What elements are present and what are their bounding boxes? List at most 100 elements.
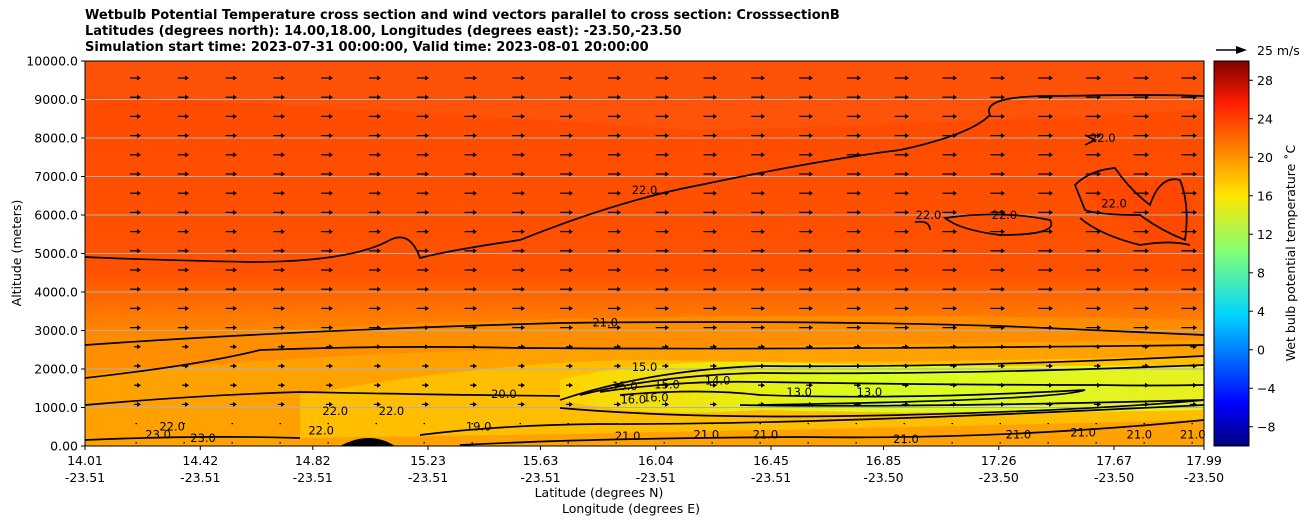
wind-vector-arrow-icon [758, 382, 765, 388]
wind-vector-arrow-icon [464, 152, 477, 158]
wind-vector-arrow-icon [758, 344, 765, 350]
wind-vector-arrow-icon [1085, 325, 1101, 331]
wind-vector-arrow-icon [225, 152, 237, 158]
wind-vector-arrow-icon [1181, 75, 1197, 81]
wind-vector-arrow-icon [854, 382, 861, 388]
wind-vector-arrow-icon [607, 75, 621, 81]
wind-vector-arrow-icon [1133, 286, 1149, 292]
wind-vector-arrow-icon [278, 344, 285, 350]
wind-vector-arrow-icon [854, 344, 861, 350]
wind-vector-arrow-icon [464, 305, 477, 311]
contour-label: 22.0 [916, 208, 942, 222]
x-tick-label-lat: 14.42 [182, 453, 218, 468]
wind-vector-arrow-icon [990, 190, 1005, 196]
wind-vector-arrow-icon [751, 133, 765, 139]
wind-vector-arrow-icon [806, 401, 813, 407]
wind-vector-arrow-icon [1046, 363, 1053, 369]
wind-vector-arrow-icon [560, 229, 573, 235]
wind-vector-arrow-icon [1038, 75, 1053, 81]
wind-vector-arrow-icon [130, 305, 141, 311]
wind-vector-arrow-icon [1133, 152, 1149, 158]
wind-vector-arrow-icon [1181, 113, 1197, 119]
wind-vector-arrow-icon [1181, 286, 1197, 292]
wind-vector-arrow-icon [942, 209, 957, 215]
wind-vector-arrow-icon [607, 190, 621, 196]
wind-vector-arrow-icon [1085, 305, 1101, 311]
wind-vector-arrow-icon [1133, 325, 1149, 331]
contour-label: 21.0 [615, 429, 641, 443]
x-tick-label-lon: -23.51 [65, 470, 105, 485]
contour-label: 21.0 [592, 316, 618, 330]
wind-vector-arrow-icon [182, 344, 189, 350]
chart-title-line-1: Wetbulb Potential Temperature cross sect… [85, 8, 840, 23]
wind-vector-arrow-icon [614, 401, 621, 407]
wind-vector-arrow-icon [806, 382, 813, 388]
contour-label: 21.0 [694, 427, 720, 441]
arrow-icon [1236, 46, 1247, 54]
wind-vector-arrow-icon [614, 363, 621, 369]
wind-vector-arrow-icon [655, 171, 669, 177]
contour-label: 21.0 [1070, 425, 1096, 439]
wind-vector-arrow-icon [655, 286, 669, 292]
wind-vector-arrow-icon [368, 152, 381, 158]
wind-vector-arrow-icon [130, 209, 141, 215]
wind-vector-arrow-icon [368, 190, 381, 196]
contour-label: 21.0 [893, 432, 919, 446]
wind-vector-arrow-icon [130, 229, 141, 235]
wind-vector-arrow-icon [655, 305, 669, 311]
wind-vector-arrow-icon [1142, 363, 1149, 369]
wind-vector-arrow-icon [703, 133, 717, 139]
wind-vector-arrow-icon [177, 190, 189, 196]
wind-vector-arrow-icon [512, 267, 525, 273]
wind-vector-arrow-icon [703, 267, 717, 273]
wind-vector-arrow-icon [1181, 305, 1197, 311]
wind-vector-arrow-icon [416, 75, 429, 81]
wind-vector-arrow-icon [1142, 344, 1149, 350]
wind-vector-arrow-icon [130, 286, 141, 292]
wind-vector-arrow-icon [655, 209, 669, 215]
wind-vector-arrow-icon [422, 382, 429, 388]
wind-vector-arrow-icon [1133, 190, 1149, 196]
wind-vector-arrow-icon [894, 248, 909, 254]
x-tick-label-lat: 14.82 [295, 453, 331, 468]
wind-vector-arrow-icon [368, 75, 381, 81]
wind-vector-arrow-icon [273, 248, 285, 254]
wind-vector-arrow-icon [607, 171, 621, 177]
wind-vector-arrow-icon [710, 382, 717, 388]
wind-vector-arrow-icon [751, 171, 765, 177]
wind-vector-arrow-icon [560, 113, 573, 119]
wind-vector-arrow-icon [225, 248, 237, 254]
wind-vector-arrow-icon [225, 171, 237, 177]
wind-vector-arrow-icon [703, 305, 717, 311]
wind-vector-arrow-icon [464, 133, 477, 139]
wind-vector-arrow-icon [942, 113, 957, 119]
wind-vector-arrow-icon [416, 305, 429, 311]
wind-vector-arrow-icon [518, 401, 525, 407]
contour-label: 19.0 [466, 420, 492, 434]
wind-vector-arrow-icon [902, 382, 909, 388]
wind-vector-arrow-icon [894, 190, 909, 196]
wind-vector-arrow-icon [942, 286, 957, 292]
wind-vector-arrow-icon [225, 94, 237, 100]
wind-vector-arrow-icon [512, 75, 525, 81]
wind-vector-arrow-icon [368, 229, 381, 235]
wind-vector-arrow-icon [368, 209, 381, 215]
wind-vector-arrow-icon [607, 267, 621, 273]
colorbar-tick-label: 16 [1257, 188, 1273, 203]
wind-vector-arrow-icon [942, 133, 957, 139]
wind-vector-arrow-icon [607, 286, 621, 292]
wind-vector-arrow-icon [416, 190, 429, 196]
x-tick-label-lon: -23.50 [1184, 470, 1224, 485]
wind-vector-arrow-icon [321, 305, 333, 311]
wind-vector-arrow-icon [1190, 344, 1197, 350]
wind-vector-arrow-icon [990, 286, 1005, 292]
y-tick-label: 4000.0 [34, 285, 78, 300]
wind-vector-arrow-icon [560, 325, 573, 331]
x-tick-label-lon: -23.51 [408, 470, 448, 485]
wind-vector-arrow-icon [182, 382, 189, 388]
wind-vector-arrow-icon [422, 363, 429, 369]
wind-vector-arrow-icon [942, 325, 957, 331]
wind-vector-arrow-icon [1085, 94, 1101, 100]
wind-vector-arrow-icon [710, 344, 717, 350]
wind-vector-arrow-icon [703, 152, 717, 158]
